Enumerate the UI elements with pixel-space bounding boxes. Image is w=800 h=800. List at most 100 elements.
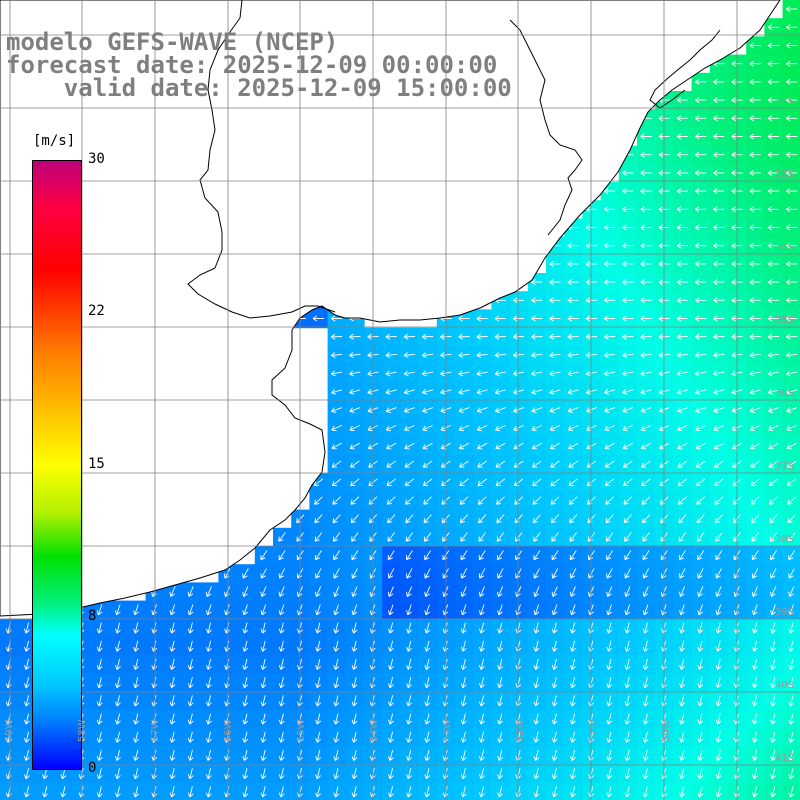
wind-arrow: [750, 442, 761, 450]
wind-arrow: [315, 713, 322, 725]
wind-arrow: [785, 115, 798, 122]
wind-arrow: [533, 586, 540, 597]
wind-arrow: [205, 677, 212, 689]
wind-arrow: [424, 768, 431, 780]
wind-arrow: [624, 731, 631, 743]
wind-arrow: [715, 749, 722, 761]
wind-arrow: [333, 640, 340, 652]
wind-arrow: [622, 333, 634, 340]
wind-arrow: [585, 333, 598, 340]
wind-arrow: [423, 532, 432, 542]
wind-arrow: [312, 315, 324, 322]
wind-arrow: [713, 151, 725, 158]
wind-arrow: [205, 768, 212, 780]
wind-arrow: [242, 768, 249, 780]
wind-arrow: [770, 768, 777, 780]
wind-arrow: [350, 514, 359, 524]
wind-arrow: [713, 388, 725, 395]
wind-arrow: [785, 78, 798, 85]
wind-arrow: [403, 333, 416, 340]
wind-arrow: [697, 550, 705, 561]
wind-arrow: [713, 133, 725, 140]
wind-arrow: [349, 460, 360, 468]
wind-arrow: [640, 279, 652, 286]
wind-arrow: [459, 460, 469, 468]
wind-arrow: [697, 658, 704, 670]
wind-arrow: [640, 407, 652, 413]
wind-arrow: [478, 749, 485, 761]
wind-arrow: [694, 224, 707, 231]
wind-arrow: [422, 388, 434, 395]
wind-arrow: [585, 260, 597, 267]
wind-arrow: [770, 731, 777, 743]
wind-arrow: [715, 677, 722, 689]
wind-arrow: [349, 424, 361, 432]
wind-arrow: [767, 133, 779, 140]
wind-arrow: [350, 496, 360, 505]
wind-arrow: [533, 695, 540, 707]
wind-arrow: [642, 786, 649, 798]
wind-arrow: [187, 622, 194, 634]
wind-arrow: [603, 188, 616, 195]
wind-arrow: [640, 151, 652, 158]
wind-arrow: [713, 279, 725, 286]
wind-arrow: [96, 749, 103, 761]
wind-arrow: [476, 424, 488, 432]
wind-arrow: [386, 460, 397, 468]
longitude-label: 54W: [369, 719, 380, 742]
wind-arrow: [169, 586, 176, 597]
wind-arrow: [694, 260, 707, 267]
wind-arrow: [497, 768, 504, 780]
wind-arrow: [785, 24, 798, 31]
wind-arrow: [551, 550, 559, 561]
wind-arrow: [713, 97, 725, 104]
wind-arrow: [640, 206, 652, 213]
wind-arrow: [622, 460, 633, 468]
wind-arrow: [96, 713, 103, 725]
wind-arrow: [749, 242, 761, 249]
wind-arrow: [133, 604, 139, 616]
wind-arrow: [96, 786, 103, 798]
wind-arrow: [569, 713, 576, 725]
wind-arrow: [567, 279, 579, 286]
wind-arrow: [187, 604, 194, 616]
wind-arrow: [679, 568, 686, 579]
wind-arrow: [694, 315, 707, 322]
wind-arrow: [751, 568, 759, 579]
wind-arrow: [676, 115, 688, 122]
wind-arrow: [533, 658, 540, 670]
wind-arrow: [642, 731, 649, 743]
wind-arrow: [642, 695, 649, 707]
wind-arrow: [622, 407, 634, 413]
wind-arrow: [169, 749, 176, 761]
wind-arrow: [460, 550, 468, 561]
wind-arrow: [333, 658, 340, 670]
wind-arrow: [460, 586, 467, 597]
wind-arrow: [406, 658, 413, 670]
wind-arrow: [476, 388, 488, 395]
wind-arrow: [96, 604, 103, 616]
wind-arrow: [587, 496, 596, 505]
wind-arrow: [404, 460, 415, 468]
wind-arrow: [551, 695, 558, 707]
wind-arrow: [405, 514, 414, 524]
wind-arrow: [278, 658, 285, 670]
wind-arrow: [622, 442, 633, 450]
wind-arrow: [385, 370, 397, 377]
wind-arrow: [495, 460, 506, 468]
wind-arrow: [622, 352, 634, 359]
wind-arrow: [676, 97, 688, 104]
wind-arrow: [242, 695, 249, 707]
wind-arrow: [424, 786, 431, 798]
wind-arrow: [569, 731, 576, 743]
wind-arrow: [749, 224, 761, 231]
wind-arrow: [169, 640, 176, 652]
wind-arrow: [333, 550, 341, 561]
wind-arrow: [770, 749, 777, 761]
wind-arrow: [749, 279, 761, 286]
wind-arrow: [788, 695, 795, 707]
wind-arrow: [387, 514, 396, 524]
wind-arrow: [603, 279, 616, 286]
wind-arrow: [512, 333, 525, 340]
wind-arrow: [114, 749, 121, 761]
